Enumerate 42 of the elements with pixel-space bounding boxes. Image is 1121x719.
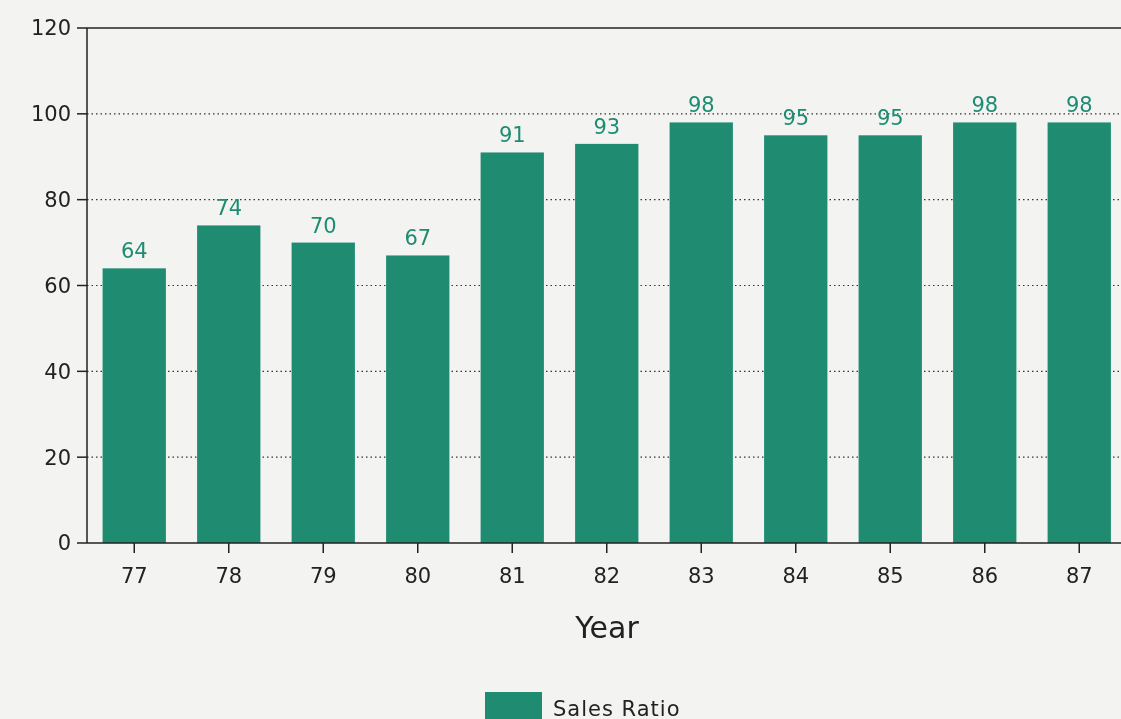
- y-tick-label: 20: [44, 445, 71, 470]
- x-tick-label: 78: [215, 564, 243, 588]
- data-label: 98: [687, 93, 715, 118]
- bar: [858, 135, 922, 543]
- x-tick-label: 84: [782, 564, 810, 588]
- legend-label: Sales Ratio: [553, 697, 681, 719]
- bar: [102, 268, 166, 543]
- x-tick-label: 80: [404, 564, 432, 588]
- y-tick-label: 100: [30, 102, 71, 127]
- bar: [291, 242, 355, 543]
- y-tick-label: 120: [30, 16, 71, 41]
- data-label: 67: [404, 226, 432, 251]
- data-label: 95: [782, 106, 810, 131]
- x-tick-label: 82: [593, 564, 621, 588]
- bar: [953, 122, 1017, 543]
- bar: [669, 122, 733, 543]
- bar: [480, 152, 544, 543]
- bar: [1047, 122, 1111, 543]
- y-tick-label: 0: [57, 531, 71, 556]
- bar: [764, 135, 828, 543]
- x-tick-label: 86: [971, 564, 999, 588]
- data-label: 93: [593, 114, 621, 139]
- x-tick-label: 77: [120, 564, 148, 588]
- bar: [197, 225, 261, 543]
- y-tick-label: 80: [44, 188, 71, 213]
- y-tick-label: 40: [44, 359, 71, 384]
- x-tick-label: 87: [1065, 564, 1093, 588]
- x-tick-label: 85: [876, 564, 904, 588]
- x-axis-title: Year: [574, 610, 640, 645]
- data-label: 70: [309, 213, 337, 238]
- x-tick-label: 81: [498, 564, 526, 588]
- data-label: 98: [1065, 93, 1093, 118]
- bar: [575, 143, 639, 543]
- bar: [386, 255, 450, 543]
- x-tick-label: 79: [309, 564, 337, 588]
- data-label: 98: [971, 93, 999, 118]
- data-label: 74: [215, 196, 243, 221]
- x-tick-label: 83: [687, 564, 715, 588]
- data-label: 91: [498, 123, 526, 148]
- data-label: 95: [876, 106, 904, 131]
- y-tick-label: 60: [44, 273, 71, 298]
- data-label: 64: [120, 239, 148, 264]
